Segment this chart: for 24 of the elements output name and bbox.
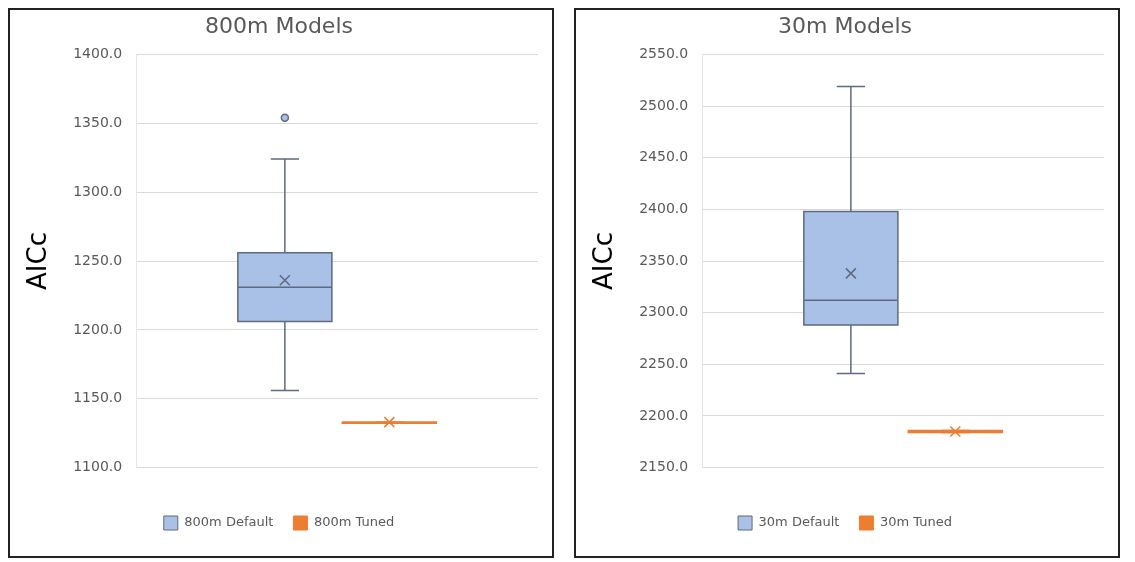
y-tick-label: 1150.0 [73, 389, 123, 406]
y-tick-label: 2350.0 [639, 251, 689, 268]
legend-label: 800m Tuned [313, 514, 395, 530]
y-tick-label: 1200.0 [73, 320, 123, 337]
y-tick-label: 2200.0 [639, 406, 689, 423]
y-tick-label: 1300.0 [73, 182, 123, 199]
y-tick-label: 2150.0 [639, 458, 689, 475]
y-tick-label: 2550.0 [639, 45, 689, 62]
y-tick-label: 1400.0 [73, 45, 123, 62]
y-tick-label: 1350.0 [73, 113, 123, 130]
y-tick-label: 1250.0 [73, 251, 123, 268]
y-axis-title: AICc [22, 232, 53, 290]
legend-label: 30m Tuned [879, 514, 952, 530]
y-tick-label: 2250.0 [639, 354, 689, 371]
y-axis-title: AICc [588, 232, 619, 290]
y-tick-label: 2450.0 [639, 148, 689, 165]
chart-title: 800m Models [205, 12, 353, 38]
y-tick-label: 2400.0 [639, 199, 689, 216]
legend-label: 30m Default [758, 514, 840, 530]
y-tick-label: 2500.0 [639, 96, 689, 113]
y-tick-label: 1100.0 [73, 458, 123, 475]
chart-title: 30m Models [778, 12, 912, 38]
legend-label: 800m Default [184, 514, 274, 530]
y-tick-label: 2300.0 [639, 303, 689, 320]
